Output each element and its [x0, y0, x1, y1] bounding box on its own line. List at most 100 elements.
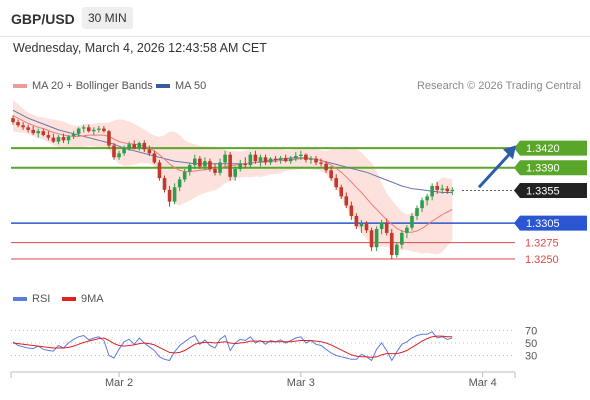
candle-body — [16, 122, 20, 126]
candle-body — [349, 205, 354, 216]
candle-body — [258, 157, 263, 162]
candle-body — [273, 158, 278, 160]
candle-body — [162, 178, 167, 190]
projection-arrow — [477, 145, 516, 189]
rsi-tick-30: 30 — [525, 351, 537, 363]
candle-body — [102, 128, 106, 132]
candle-body — [172, 187, 177, 202]
candle-body — [294, 155, 298, 159]
candle-body — [263, 157, 268, 163]
candle-body — [208, 161, 212, 170]
candle-body — [56, 137, 61, 142]
level-label-1.3275: 1.3275 — [525, 238, 559, 250]
candle-body — [147, 149, 152, 154]
candle-body — [117, 153, 121, 158]
ma20-legend-label: MA 20 + Bollinger Bands — [32, 80, 153, 92]
candle-body — [374, 228, 379, 248]
chart-header: GBP/USD 30 MIN — [0, 0, 590, 37]
candle-body — [440, 188, 445, 190]
ma20-line — [12, 115, 453, 233]
candle-body — [324, 163, 328, 171]
candle-body — [228, 154, 232, 177]
candle-body — [233, 169, 237, 177]
level-tag-1.3420 — [514, 140, 587, 156]
rsi-legend-label: RSI — [32, 293, 51, 305]
candle-body — [127, 144, 131, 149]
candle-body — [81, 127, 86, 129]
candle-body — [177, 179, 182, 188]
level-tag-1.3355 — [514, 183, 587, 199]
candle-body — [11, 118, 15, 123]
ma50-swatch — [156, 84, 170, 88]
level-tag-1.3305 — [514, 215, 587, 231]
candle-body — [61, 137, 66, 141]
ma50-legend-label: MA 50 — [175, 80, 207, 92]
candle-body — [364, 223, 369, 231]
candle-body — [152, 153, 157, 163]
candle-body — [26, 127, 30, 130]
candle-body — [157, 162, 162, 179]
candle-body — [137, 142, 142, 149]
candle-body — [51, 137, 56, 142]
rsi-line — [12, 331, 453, 362]
candle-body — [76, 128, 81, 134]
candle-body — [248, 154, 253, 166]
candle-body — [31, 129, 35, 134]
candle-body — [344, 196, 349, 206]
candle-body — [97, 128, 101, 130]
candle-body — [299, 154, 303, 156]
ma9-legend: 9MA — [62, 293, 104, 305]
level-label-1.3355: 1.3355 — [526, 186, 560, 198]
candle-body — [389, 232, 394, 256]
rsi-legend: RSI — [13, 293, 50, 305]
candle-body — [193, 158, 197, 166]
ma9-swatch — [62, 297, 76, 301]
level-label-1.3305: 1.3305 — [526, 218, 560, 230]
x-tick-label-0: Mar 2 — [105, 377, 133, 389]
arrow-head — [503, 145, 516, 160]
ma9-legend-label: 9MA — [81, 293, 104, 305]
candles — [11, 115, 455, 259]
candle-body — [359, 223, 364, 227]
level-label-1.3250: 1.3250 — [525, 254, 559, 266]
candle-body — [384, 222, 389, 233]
timeframe-badge[interactable]: 30 MIN — [82, 7, 133, 29]
candle-body — [420, 200, 424, 209]
candle-body — [283, 157, 288, 162]
research-credit: Research © 2026 Trading Central — [416, 80, 581, 92]
candle-body — [107, 131, 111, 146]
candle-body — [445, 188, 450, 192]
candle-body — [187, 165, 192, 172]
candle-body — [46, 135, 51, 138]
candle-body — [142, 142, 147, 150]
candle-body — [400, 232, 404, 245]
candle-body — [435, 185, 439, 190]
candle-body — [379, 222, 384, 229]
ma50-line — [12, 109, 453, 193]
candle-body — [182, 171, 187, 180]
candle-body — [405, 227, 409, 233]
x-tick-label-2: Mar 4 — [469, 377, 497, 389]
candle-body — [339, 187, 344, 197]
candle-body — [243, 163, 248, 166]
symbol-label: GBP/USD — [11, 11, 75, 27]
candle-body — [21, 125, 25, 128]
candle-body — [304, 154, 308, 160]
ma50-legend: MA 50 — [156, 80, 206, 92]
candle-body — [223, 154, 227, 163]
candle-body — [268, 158, 273, 163]
bollinger-band-fill — [13, 99, 453, 255]
candle-body — [132, 144, 136, 149]
candle-body — [369, 230, 374, 248]
ma20-swatch — [13, 84, 27, 88]
candle-body — [354, 215, 359, 227]
candle-body — [238, 163, 243, 170]
candle-body — [288, 158, 293, 162]
candle-body — [203, 161, 207, 167]
candle-body — [410, 215, 414, 228]
candle-body — [278, 157, 283, 160]
candle-body — [395, 244, 399, 256]
rsi-ma-line — [12, 335, 453, 358]
